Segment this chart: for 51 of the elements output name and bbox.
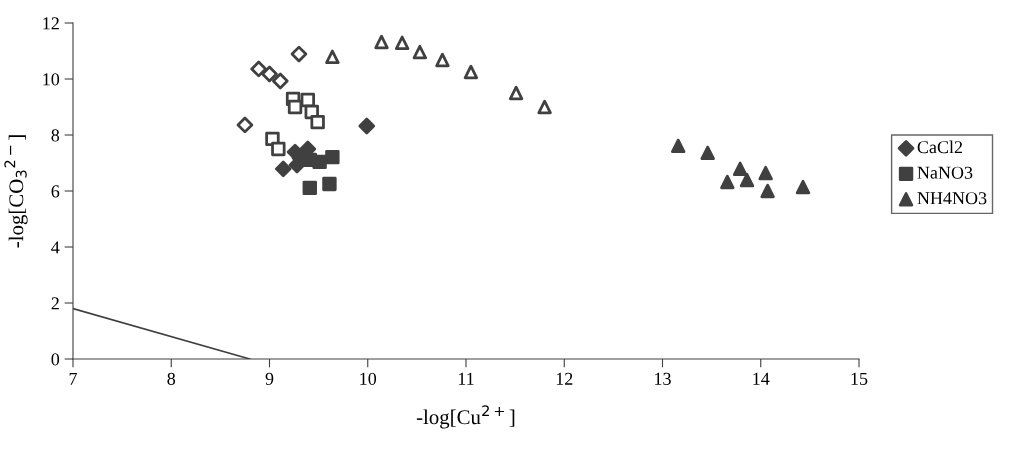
- point: [739, 172, 755, 188]
- y-tick-label: 12: [43, 17, 59, 30]
- point: [358, 117, 376, 135]
- x-axis-title: -log[Cu$^{2+}$]: [416, 405, 515, 429]
- y-tick-label: 8: [51, 129, 60, 142]
- x-tick-label: 9: [265, 372, 274, 385]
- point: [302, 180, 317, 196]
- point: [508, 85, 524, 101]
- y-tick-label: 2: [51, 297, 59, 310]
- y-tick-label: 0: [51, 353, 60, 366]
- y-tick-label: 10: [43, 73, 60, 86]
- point: [290, 45, 308, 63]
- point: [463, 64, 479, 80]
- x-tick-label: 7: [69, 372, 77, 385]
- legend-label: NH4NO3: [917, 192, 987, 205]
- point: [322, 176, 337, 192]
- x-tick-label: 13: [655, 372, 671, 385]
- legend-label: NaNO3: [917, 166, 973, 179]
- point: [394, 35, 410, 51]
- point: [271, 141, 286, 157]
- x-tick-label: 15: [851, 372, 868, 385]
- point: [671, 138, 686, 154]
- point: [250, 60, 268, 78]
- legend-label: CaCl2: [917, 140, 963, 154]
- x-tick-label: 11: [458, 372, 474, 385]
- point: [700, 145, 715, 161]
- point: [720, 174, 735, 190]
- point: [732, 161, 748, 177]
- y-axis-title: -log[CO$_{3}$$^{2−}$]: [4, 135, 28, 248]
- point: [312, 154, 327, 170]
- point: [325, 149, 340, 165]
- point: [325, 49, 340, 65]
- x-tick-label: 8: [167, 372, 176, 385]
- point: [236, 116, 254, 134]
- point: [412, 44, 428, 60]
- point: [760, 183, 775, 199]
- point: [758, 165, 773, 181]
- point: [374, 34, 389, 50]
- point: [537, 99, 552, 115]
- y-tick-label: 6: [51, 185, 60, 198]
- point: [261, 65, 278, 83]
- point: [310, 114, 325, 130]
- point: [287, 99, 303, 115]
- y-tick-label: 4: [51, 241, 60, 254]
- x-tick-label: 14: [753, 372, 770, 385]
- point: [274, 160, 292, 178]
- x-tick-label: 12: [556, 372, 573, 385]
- x-tick-label: 10: [360, 372, 377, 385]
- point: [795, 179, 811, 195]
- point: [271, 72, 289, 90]
- point: [435, 52, 450, 68]
